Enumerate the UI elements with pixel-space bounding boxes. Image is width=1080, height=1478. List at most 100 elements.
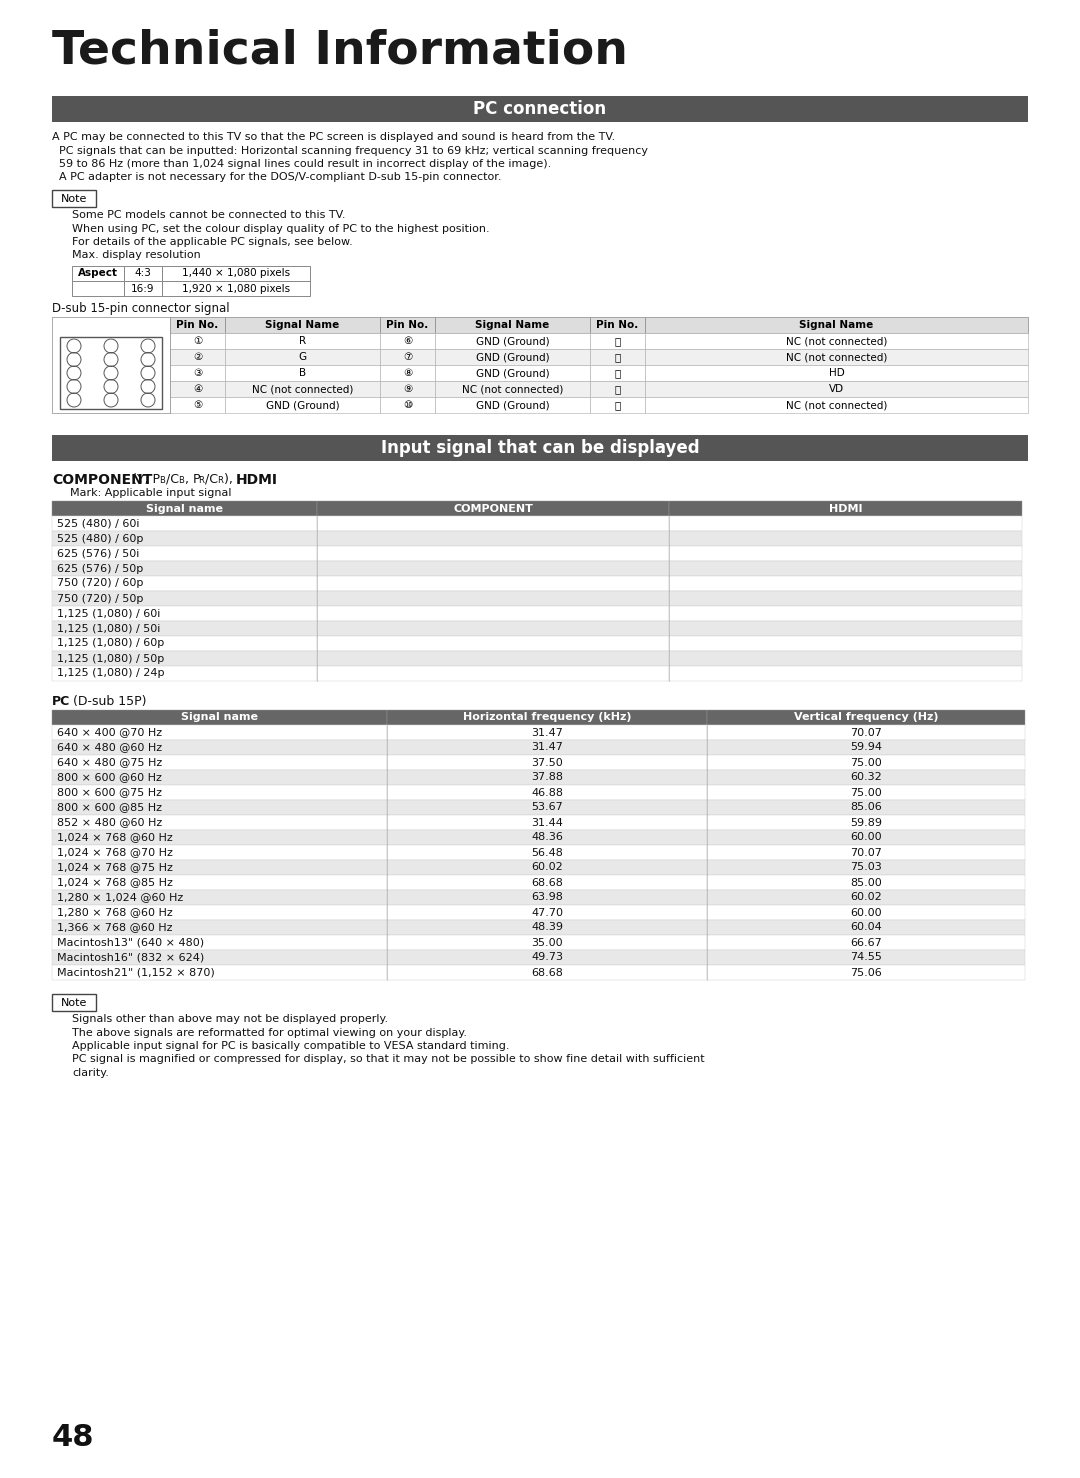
Bar (669, 591, 1022, 606)
Bar (387, 845, 707, 860)
Text: R: R (217, 476, 222, 485)
Text: 9: 9 (109, 383, 113, 390)
Circle shape (67, 380, 81, 393)
Text: G: G (298, 352, 307, 362)
Text: Technical Information: Technical Information (52, 28, 627, 72)
Text: 640 × 480 @60 Hz: 640 × 480 @60 Hz (57, 742, 162, 752)
Text: 6: 6 (109, 343, 113, 349)
Bar (380, 398, 435, 412)
Text: Macintosh21" (1,152 × 870): Macintosh21" (1,152 × 870) (57, 968, 215, 977)
Text: /C: /C (166, 473, 179, 486)
Text: ⑫: ⑫ (615, 352, 621, 362)
Bar (60, 337, 162, 409)
Bar (225, 381, 380, 398)
Text: R: R (198, 476, 204, 485)
Text: Pin No.: Pin No. (176, 321, 218, 330)
Text: 68.68: 68.68 (531, 968, 563, 977)
Text: 56.48: 56.48 (531, 847, 563, 857)
Bar (645, 381, 1028, 398)
Text: B: B (178, 476, 184, 485)
Bar (52, 191, 96, 207)
Bar (52, 770, 387, 785)
Bar (124, 266, 162, 281)
Bar (380, 333, 435, 349)
Text: A PC adapter is not necessary for the DOS/V-compliant D-sub 15-pin connector.: A PC adapter is not necessary for the DO… (52, 173, 501, 182)
Bar (387, 770, 707, 785)
Text: ),: ), (224, 473, 237, 486)
Bar (707, 755, 1025, 770)
Text: Applicable input signal for PC is basically compatible to VESA standard timing.: Applicable input signal for PC is basica… (72, 1041, 510, 1051)
Text: 31.44: 31.44 (531, 817, 563, 828)
Bar (52, 831, 387, 845)
Bar (162, 266, 310, 281)
Bar (387, 860, 707, 875)
Bar (387, 755, 707, 770)
Text: 1,125 (1,080) / 60p: 1,125 (1,080) / 60p (57, 638, 164, 649)
Bar (52, 755, 387, 770)
Text: 63.98: 63.98 (531, 893, 563, 903)
Bar (669, 516, 1022, 531)
Text: 625 (576) / 50i: 625 (576) / 50i (57, 548, 139, 559)
Text: ⑤: ⑤ (193, 401, 202, 409)
Circle shape (104, 393, 118, 406)
Text: PC connection: PC connection (473, 101, 607, 118)
Text: NC (not connected): NC (not connected) (786, 336, 887, 346)
Text: COMPONENT: COMPONENT (52, 473, 152, 486)
Text: 1,024 × 768 @85 Hz: 1,024 × 768 @85 Hz (57, 878, 173, 887)
Bar (387, 831, 707, 845)
Bar (52, 995, 96, 1011)
Bar (52, 890, 387, 905)
Text: Input signal that can be displayed: Input signal that can be displayed (380, 439, 700, 457)
Text: ⑬: ⑬ (615, 368, 621, 378)
Text: 750 (720) / 60p: 750 (720) / 60p (57, 578, 144, 588)
Bar (707, 770, 1025, 785)
Text: Macintosh13" (640 × 480): Macintosh13" (640 × 480) (57, 937, 204, 947)
Text: 640 × 400 @70 Hz: 640 × 400 @70 Hz (57, 727, 162, 738)
Bar (707, 709, 1025, 726)
Circle shape (67, 393, 81, 406)
Circle shape (67, 367, 81, 380)
Bar (590, 398, 645, 412)
Bar (669, 562, 1022, 576)
Bar (669, 576, 1022, 591)
Bar (170, 381, 225, 398)
Text: 31.47: 31.47 (531, 742, 563, 752)
Bar (72, 281, 124, 296)
Bar (52, 709, 387, 726)
Text: 59 to 86 Hz (more than 1,024 signal lines could result in incorrect display of t: 59 to 86 Hz (more than 1,024 signal line… (52, 160, 551, 168)
Text: 60.04: 60.04 (850, 922, 882, 933)
Text: 1,024 × 768 @70 Hz: 1,024 × 768 @70 Hz (57, 847, 173, 857)
Text: Horizontal frequency (kHz): Horizontal frequency (kHz) (462, 712, 631, 723)
Text: 75.06: 75.06 (850, 968, 882, 977)
Text: ⑩: ⑩ (403, 401, 413, 409)
Bar (435, 365, 590, 381)
Bar (435, 381, 590, 398)
Bar (52, 919, 387, 936)
Bar (707, 845, 1025, 860)
Text: ⑭: ⑭ (615, 384, 621, 395)
Bar (225, 349, 380, 365)
Bar (380, 316, 435, 333)
Bar (387, 709, 707, 726)
Bar (435, 398, 590, 412)
Text: 48.39: 48.39 (531, 922, 563, 933)
Text: ⑨: ⑨ (403, 384, 413, 395)
Text: ⑦: ⑦ (403, 352, 413, 362)
Bar (225, 316, 380, 333)
Text: HDMI: HDMI (828, 504, 862, 513)
Bar (318, 621, 669, 636)
Bar (318, 576, 669, 591)
Bar (590, 333, 645, 349)
Text: 3: 3 (71, 370, 77, 375)
Text: ⑮: ⑮ (615, 401, 621, 409)
Bar (225, 333, 380, 349)
Text: HD: HD (828, 368, 845, 378)
Text: R: R (299, 336, 306, 346)
Bar (387, 919, 707, 936)
Text: 11: 11 (144, 343, 152, 349)
Text: ⑥: ⑥ (403, 336, 413, 346)
Text: B: B (159, 476, 165, 485)
Bar (225, 365, 380, 381)
Text: NC (not connected): NC (not connected) (462, 384, 563, 395)
Bar (52, 800, 387, 814)
